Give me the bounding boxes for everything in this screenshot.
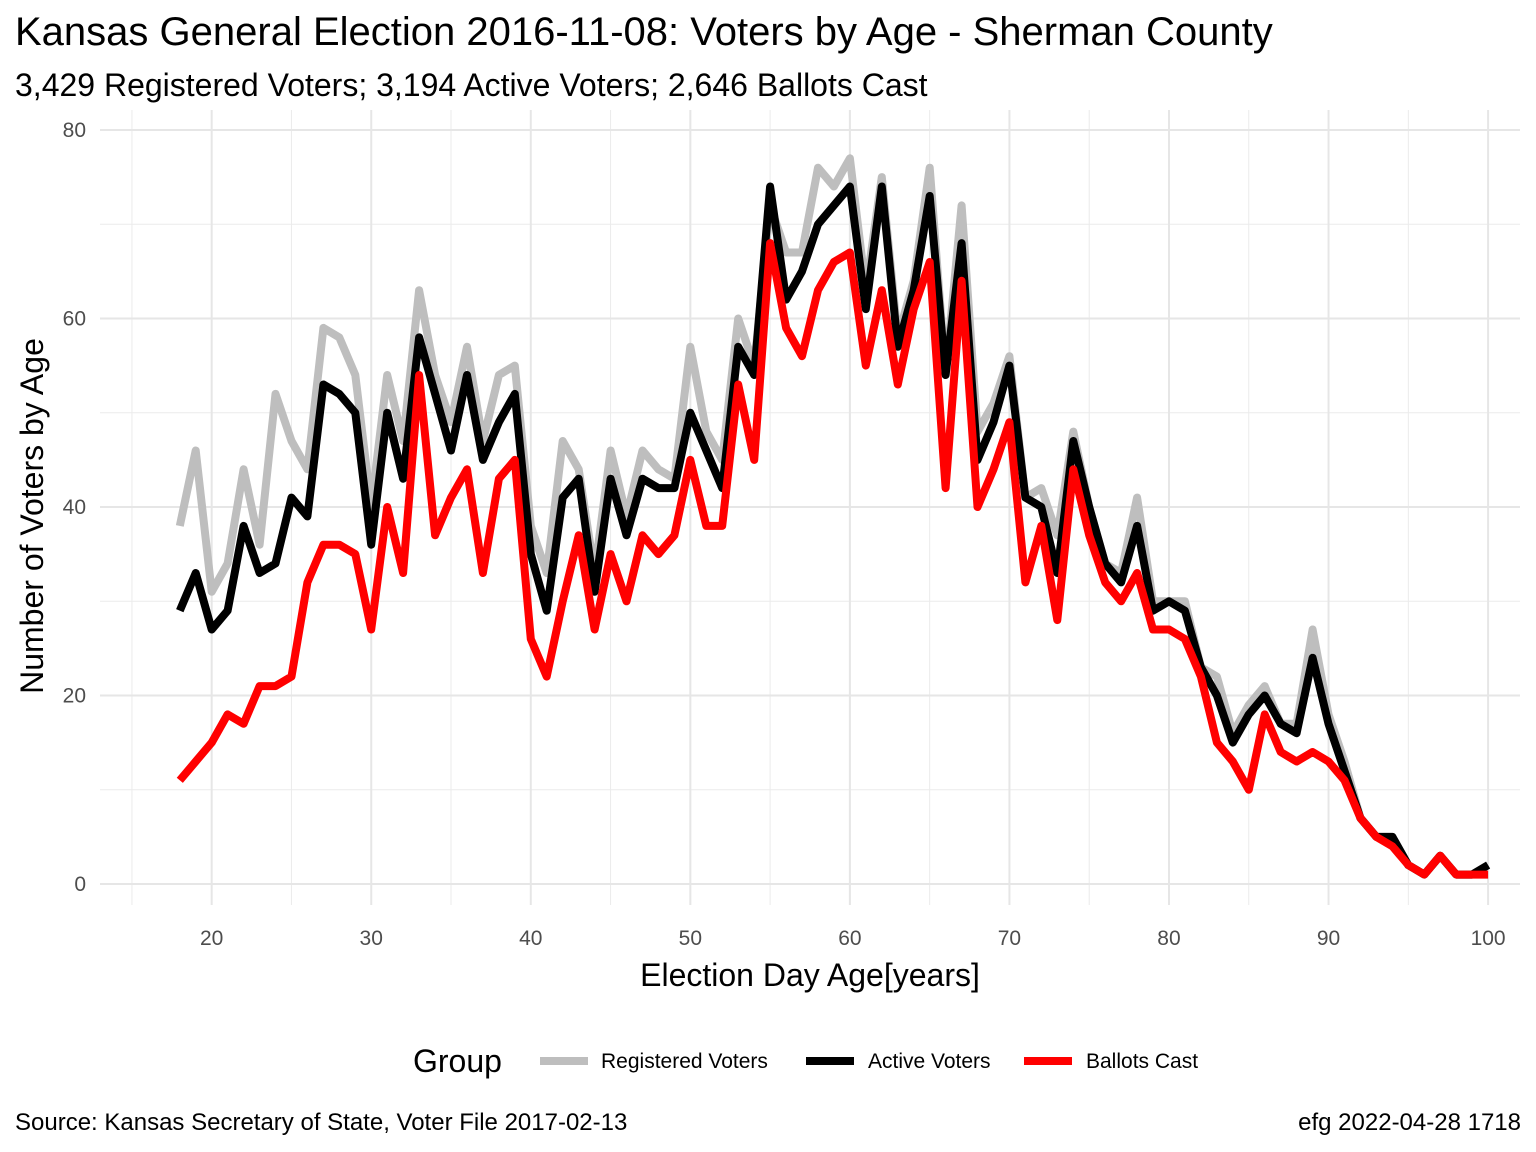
chart-subtitle: 3,429 Registered Voters; 3,194 Active Vo… (15, 67, 928, 103)
credit-caption: efg 2022-04-28 1718 (1298, 1109, 1521, 1136)
source-caption: Source: Kansas Secretary of State, Voter… (15, 1109, 628, 1136)
tick-labels: 20 30 40 50 60 70 80 90 100 0 20 40 60 80 (63, 119, 1506, 950)
y-tick-label: 0 (74, 873, 86, 896)
series-line-active-voters (176, 182, 1491, 879)
legend-label-active-voters: Active Voters (868, 1050, 991, 1073)
y-tick-label: 20 (63, 685, 86, 708)
x-tick-label: 80 (1157, 927, 1180, 950)
x-tick-label: 20 (200, 927, 223, 950)
x-tick-label: 30 (360, 927, 383, 950)
chart-title: Kansas General Election 2016-11-08: Vote… (15, 10, 1273, 54)
series-lines (175, 154, 1491, 879)
legend-label-registered-voters: Registered Voters (601, 1050, 768, 1073)
series-line-ballots-cast (176, 239, 1489, 879)
x-tick-label: 100 (1471, 927, 1506, 950)
x-tick-label: 50 (679, 927, 702, 950)
x-tick-label: 70 (998, 927, 1021, 950)
y-tick-label: 40 (63, 496, 86, 519)
y-axis-title: Number of Voters by Age (14, 338, 50, 694)
legend-title: Group (413, 1043, 502, 1079)
y-tick-label: 80 (63, 119, 86, 142)
legend: Group Registered Voters Active Voters Ba… (413, 1043, 1198, 1079)
x-tick-label: 40 (519, 927, 542, 950)
y-tick-label: 60 (63, 308, 86, 331)
x-tick-label: 90 (1317, 927, 1340, 950)
legend-label-ballots-cast: Ballots Cast (1086, 1050, 1198, 1073)
x-tick-label: 60 (838, 927, 861, 950)
x-axis-title: Election Day Age[years] (640, 957, 980, 993)
